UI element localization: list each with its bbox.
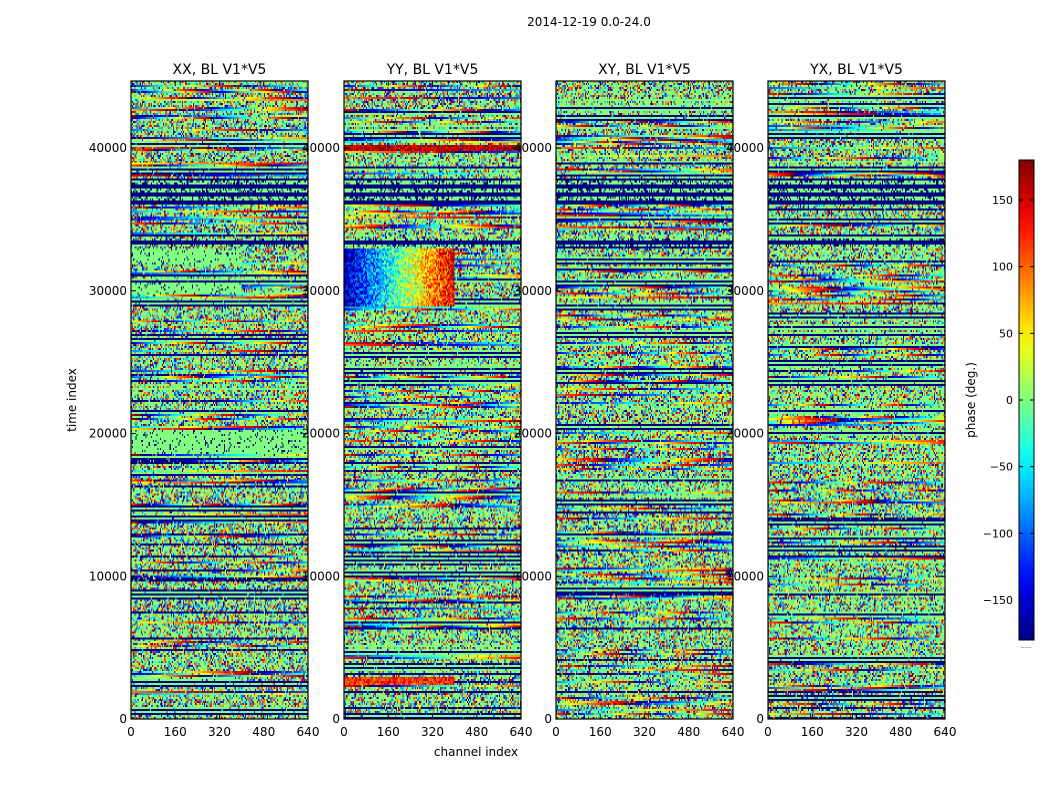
colorbar-tick-label: −50	[990, 461, 1013, 474]
y-tick-label: 20000	[514, 427, 552, 441]
panel-3: XY, BL V1*V5 0 160 320 480 640 0 10000 20000 3000…	[514, 62, 745, 739]
panel-title: XY, BL V1*V5	[598, 62, 691, 78]
x-tick-label: 320	[421, 725, 444, 739]
panel-2: YY, BL V1*V5 0 160 320 480 640 0 10000 20000 3000…	[302, 62, 533, 739]
y-tick-label: 20000	[726, 427, 764, 441]
figure-suptitle: 2014-12-19 0.0-24.0	[527, 15, 651, 29]
x-tick-label: 160	[589, 725, 612, 739]
x-tick-label: 640	[934, 725, 957, 739]
x-tick-label: 160	[377, 725, 400, 739]
x-tick-label: 160	[801, 725, 824, 739]
x-tick-label: 640	[297, 725, 320, 739]
y-tick-label: 10000	[726, 569, 764, 583]
x-tick-label: 640	[510, 725, 533, 739]
y-tick-label: 30000	[89, 284, 127, 298]
x-tick-label: 0	[552, 725, 560, 739]
y-tick-label: 0	[332, 712, 340, 726]
colorbar-label: phase (deg.)	[964, 362, 978, 438]
x-tick-label: 320	[633, 725, 656, 739]
panels-group: XX, BL V1*V5 0 160 320 480 640 0 10000 20000 3000…	[89, 62, 957, 739]
x-tick-label: 480	[465, 725, 488, 739]
panel-1: XX, BL V1*V5 0 160 320 480 640 0 10000 20000 3000…	[89, 62, 320, 739]
y-tick-label: 30000	[514, 284, 552, 298]
colorbar-tick-label: 0	[1006, 394, 1013, 407]
panel-title: YX, BL V1*V5	[809, 62, 903, 78]
y-tick-label: 30000	[302, 284, 340, 298]
phase-heatmap-image	[768, 81, 945, 719]
y-tick-label: 10000	[514, 569, 552, 583]
panel-4: YX, BL V1*V5 0 160 320 480 640 0 10000 20000 3000…	[726, 62, 957, 739]
phase-heatmap-image	[131, 81, 308, 719]
y-tick-label: 30000	[726, 284, 764, 298]
y-tick-label: 40000	[89, 141, 127, 155]
colorbar: −150 −100 −50 0 50 100 150	[983, 159, 1035, 641]
x-tick-label: 480	[889, 725, 912, 739]
y-tick-label: 40000	[302, 141, 340, 155]
y-axis-label: time index	[65, 368, 79, 432]
y-tick-label: 20000	[302, 427, 340, 441]
panel-title: YY, BL V1*V5	[386, 62, 479, 78]
y-tick-label: 0	[756, 712, 764, 726]
phase-heatmap-image	[556, 81, 733, 719]
x-axis-label: channel index	[434, 745, 518, 759]
colorbar-tick-label: 150	[992, 194, 1013, 207]
y-tick-label: 40000	[726, 141, 764, 155]
x-tick-label: 480	[252, 725, 275, 739]
y-tick-label: 10000	[89, 569, 127, 583]
y-tick-label: 40000	[514, 141, 552, 155]
x-tick-label: 640	[722, 725, 745, 739]
y-tick-label: 0	[119, 712, 127, 726]
x-tick-label: 320	[845, 725, 868, 739]
x-tick-label: 0	[340, 725, 348, 739]
phase-heatmap-image	[344, 81, 521, 719]
y-tick-label: 10000	[302, 569, 340, 583]
x-tick-label: 0	[127, 725, 135, 739]
x-tick-label: 160	[164, 725, 187, 739]
colorbar-tick-label: −150	[983, 594, 1013, 607]
panel-title: XX, BL V1*V5	[173, 62, 267, 78]
x-tick-label: 480	[677, 725, 700, 739]
x-tick-label: 0	[764, 725, 772, 739]
x-tick-label: 320	[208, 725, 231, 739]
y-tick-label: 0	[544, 712, 552, 726]
colorbar-bottom-label: ......	[1020, 643, 1032, 650]
y-tick-label: 20000	[89, 427, 127, 441]
colorbar-tick-label: 50	[999, 327, 1013, 340]
colorbar-tick-label: 100	[992, 261, 1013, 274]
colorbar-tick-label: −100	[983, 527, 1013, 540]
